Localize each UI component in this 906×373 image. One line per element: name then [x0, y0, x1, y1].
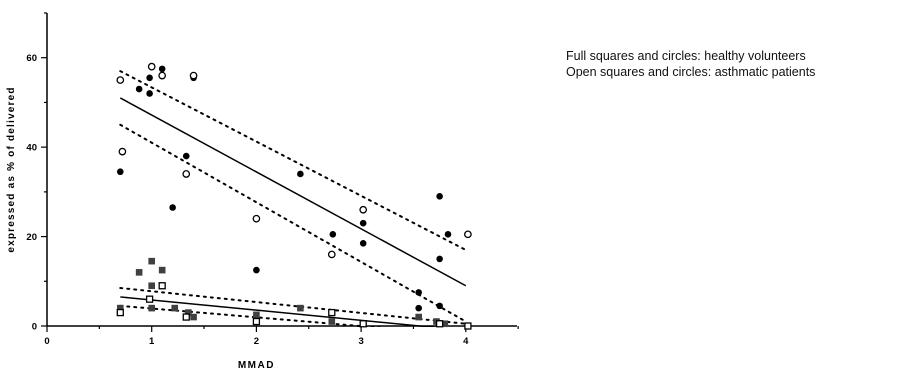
data-point-filled-circle	[158, 65, 166, 73]
x-tick-label: 4	[463, 336, 469, 347]
data-point-open-square	[359, 320, 367, 328]
y-tick-label: 0	[32, 322, 37, 333]
data-point-open-square	[328, 308, 336, 317]
data-point-filled-circle	[169, 204, 176, 211]
data-point-open-square	[116, 308, 124, 317]
data-point-open-circle	[116, 76, 125, 84]
y-tick-label: 60	[26, 53, 37, 64]
annotation-healthy-volunteers: Full squares and circles: healthy volunt…	[566, 49, 806, 63]
data-point-open-circle	[252, 214, 261, 223]
data-point-filled-circle	[415, 289, 422, 296]
y-tick-label: 40	[26, 143, 37, 154]
y-axis-label: expressed as % of delivered	[6, 86, 17, 252]
data-point-filled-circle	[415, 304, 422, 312]
data-point-filled-circle	[329, 231, 337, 238]
data-point-open-circle	[147, 62, 156, 71]
data-point-open-square	[464, 322, 472, 330]
data-point-filled-circle	[135, 85, 143, 93]
x-tick-label: 3	[358, 336, 363, 347]
data-point-filled-square	[328, 318, 336, 325]
data-point-filled-circle	[436, 255, 443, 263]
data-point-open-circle	[182, 170, 191, 178]
confidence-band-upper	[119, 70, 467, 251]
confidence-band-upper	[119, 286, 467, 325]
data-point-open-circle	[359, 205, 368, 214]
data-point-filled-circle	[182, 152, 190, 160]
data-point-filled-square	[148, 304, 155, 312]
data-point-filled-circle	[146, 74, 153, 82]
regression-line	[120, 296, 438, 327]
data-point-open-square	[182, 313, 190, 321]
data-point-filled-square	[297, 304, 304, 312]
x-tick-label: 2	[254, 336, 259, 347]
data-point-open-circle	[327, 250, 336, 259]
data-point-filled-circle	[359, 219, 367, 227]
data-point-open-circle	[464, 230, 472, 239]
data-point-filled-square	[415, 313, 422, 321]
data-point-filled-circle	[253, 266, 260, 274]
data-point-open-circle	[189, 71, 198, 80]
data-point-open-square	[158, 282, 166, 290]
data-point-filled-square	[171, 304, 179, 312]
data-point-filled-circle	[444, 231, 452, 238]
data-point-open-square	[252, 317, 261, 326]
data-point-filled-circle	[146, 90, 153, 97]
data-point-open-square	[435, 320, 444, 328]
data-point-filled-circle	[436, 302, 443, 310]
y-tick-label: 20	[26, 232, 37, 243]
annotation-asthmatic-patients: Open squares and circles: asthmatic pati…	[566, 65, 816, 79]
data-point-filled-square	[253, 311, 260, 319]
chart-annotation: Full squares and circles: healthy volunt…	[566, 48, 815, 80]
data-point-filled-circle	[436, 193, 443, 200]
data-point-filled-square	[158, 266, 166, 274]
data-point-filled-square	[148, 282, 155, 290]
data-point-filled-circle	[297, 170, 304, 178]
data-point-filled-circle	[116, 168, 124, 176]
data-point-filled-circle	[359, 239, 367, 247]
data-point-open-circle	[118, 147, 127, 156]
data-point-filled-square	[190, 313, 197, 321]
data-point-filled-square	[148, 257, 155, 265]
data-point-filled-square	[441, 320, 449, 328]
data-point-filled-square	[185, 309, 192, 316]
data-point-filled-square	[116, 304, 124, 312]
regression-line	[119, 97, 467, 287]
data-point-open-square	[145, 295, 154, 303]
x-tick-label: 1	[149, 336, 155, 347]
data-point-open-circle	[158, 71, 167, 80]
x-axis-label: MMAD	[238, 360, 275, 371]
confidence-band-lower	[119, 123, 467, 323]
x-tick-label: 0	[44, 336, 49, 347]
data-point-filled-square	[135, 269, 143, 276]
